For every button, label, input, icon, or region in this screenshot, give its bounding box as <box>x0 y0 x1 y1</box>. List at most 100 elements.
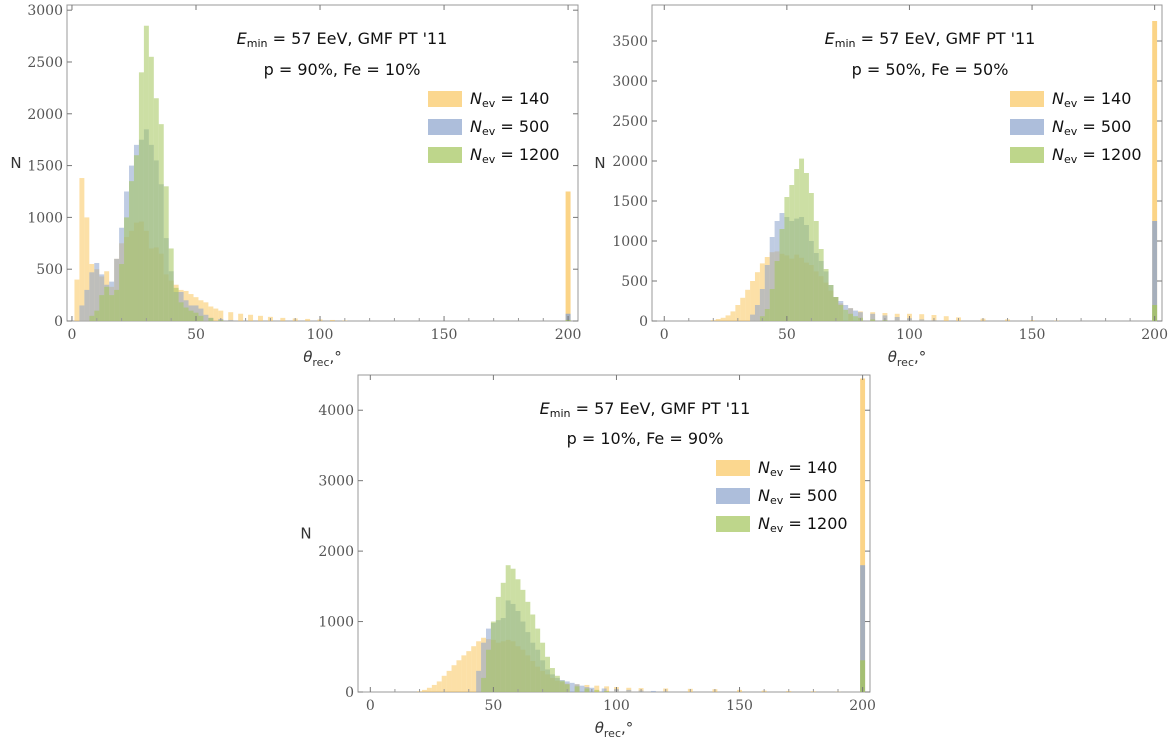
legend-label-symbol: N <box>470 89 482 108</box>
legend-label-sub: ev <box>770 494 784 507</box>
y-tick-label: 3500 <box>612 34 648 50</box>
y-tick-label: 0 <box>54 314 63 330</box>
legend-label-sub: ev <box>770 466 784 479</box>
x-axis-label: θrec,° <box>595 719 634 740</box>
histogram-bar <box>163 186 169 321</box>
legend-label-Nev500: Nev = 500 <box>470 117 549 138</box>
legend-swatch-Nev140 <box>428 91 462 107</box>
histogram-bar <box>228 319 234 321</box>
histogram-bar <box>466 651 472 692</box>
x-tick-label: 100 <box>896 327 923 343</box>
histogram-bar <box>745 289 751 321</box>
legend-swatch-Nev1200 <box>716 516 750 532</box>
legend-swatch-Nev500 <box>716 488 750 504</box>
legend-label-symbol: N <box>758 486 770 505</box>
histogram-bar <box>857 312 863 321</box>
y-tick-label: 2000 <box>27 107 63 123</box>
x-axis-label-theta: θ <box>888 348 897 366</box>
histogram-bar <box>601 688 607 692</box>
legend-label-value: = 140 <box>495 89 549 108</box>
histogram-bar <box>500 582 506 692</box>
y-axis-label: N <box>10 154 21 172</box>
histogram-bar <box>769 289 775 321</box>
histogram-bar <box>436 681 442 692</box>
histogram-bar <box>510 568 516 692</box>
legend-label-symbol: N <box>1052 145 1064 164</box>
x-tick-label: 0 <box>366 698 375 714</box>
histogram-bar <box>104 286 110 321</box>
histogram-panel-p50-fe50: 0 50 100 150 2000500100015002000250030003500… <box>594 4 1168 369</box>
legend-label-Nev500: Nev = 500 <box>758 486 837 507</box>
legend-label-Nev140: Nev = 140 <box>758 458 837 479</box>
annotation-energy-sub: min <box>835 37 856 50</box>
y-tick-label: 1000 <box>318 615 354 631</box>
histogram-bar <box>305 318 311 321</box>
y-tick-label: 3000 <box>27 3 63 19</box>
annotation-energy: Emin = 57 EeV, GMF PT '11 <box>825 29 1036 50</box>
histogram-bar <box>579 685 585 692</box>
annotation-energy-rest: = 57 EeV, GMF PT '11 <box>571 399 751 418</box>
x-tick-label: 200 <box>555 327 582 343</box>
legend-swatch-Nev140 <box>716 460 750 476</box>
legend-label-sub: ev <box>482 97 496 110</box>
histogram-bar <box>764 265 770 321</box>
legend-label-Nev1200: Nev = 1200 <box>470 145 560 166</box>
histogram-bar <box>476 670 482 692</box>
histogram-bar <box>203 314 209 321</box>
histogram-bar <box>79 305 85 321</box>
x-axis-label: θrec,° <box>888 348 927 369</box>
y-tick-label: 4000 <box>318 403 354 419</box>
histogram-bar <box>94 262 100 321</box>
y-tick-label: 500 <box>36 262 63 278</box>
x-axis-label-suffix: ,° <box>330 348 342 366</box>
histogram-bar <box>569 682 575 692</box>
histogram-bar <box>564 684 570 692</box>
y-tick-label: 3000 <box>612 74 648 90</box>
overflow-bar <box>565 191 571 321</box>
overflow-bar <box>860 565 866 692</box>
legend-swatch-Nev500 <box>1010 119 1044 135</box>
x-axis-label-sub: rec <box>312 356 329 369</box>
y-tick-label: 1000 <box>612 234 648 250</box>
histogram-bar <box>774 261 780 321</box>
histogram-bar <box>750 281 755 321</box>
histogram-bar <box>715 319 721 321</box>
histogram-bar <box>79 178 85 321</box>
series-Nev1200 <box>89 25 571 321</box>
histogram-bar <box>604 690 610 692</box>
x-axis-label-sub: rec <box>897 356 914 369</box>
histogram-bar <box>808 193 814 321</box>
histogram-bar <box>750 314 755 321</box>
histogram-bar <box>943 316 949 321</box>
legend-label-Nev140: Nev = 140 <box>1052 89 1131 110</box>
histogram-bar <box>730 311 736 321</box>
legend-label-sub: ev <box>770 522 784 535</box>
histogram-bar <box>441 675 447 692</box>
y-tick-label: 2000 <box>612 154 648 170</box>
histogram-bar <box>89 272 95 321</box>
histogram-bar <box>143 25 149 321</box>
histogram-bar <box>198 315 204 321</box>
histogram-bar <box>594 689 600 692</box>
y-tick-label: 2000 <box>318 544 354 560</box>
annotation-composition: p = 90%, Fe = 10% <box>264 60 421 79</box>
histogram-bar <box>794 169 800 321</box>
histogram-bar <box>476 641 482 692</box>
histogram-bar <box>584 688 590 692</box>
legend-label-value: = 1200 <box>1077 145 1141 164</box>
histogram-bar <box>833 297 839 321</box>
legend-swatch-Nev140 <box>1010 91 1044 107</box>
histogram-bar <box>813 221 819 321</box>
x-tick-label: 150 <box>431 327 458 343</box>
overflow-bar <box>860 378 866 692</box>
histogram-bar <box>853 316 858 321</box>
legend-label-sub: ev <box>482 153 496 166</box>
histogram-bar <box>198 308 204 321</box>
annotation-energy: Emin = 57 EeV, GMF PT '11 <box>540 399 751 420</box>
histogram-bar <box>520 589 526 692</box>
histogram-bar <box>720 317 726 321</box>
legend-label-sub: ev <box>1064 97 1078 110</box>
histogram-bar <box>853 310 858 321</box>
annotation-energy-rest: = 57 EeV, GMF PT '11 <box>268 29 448 48</box>
